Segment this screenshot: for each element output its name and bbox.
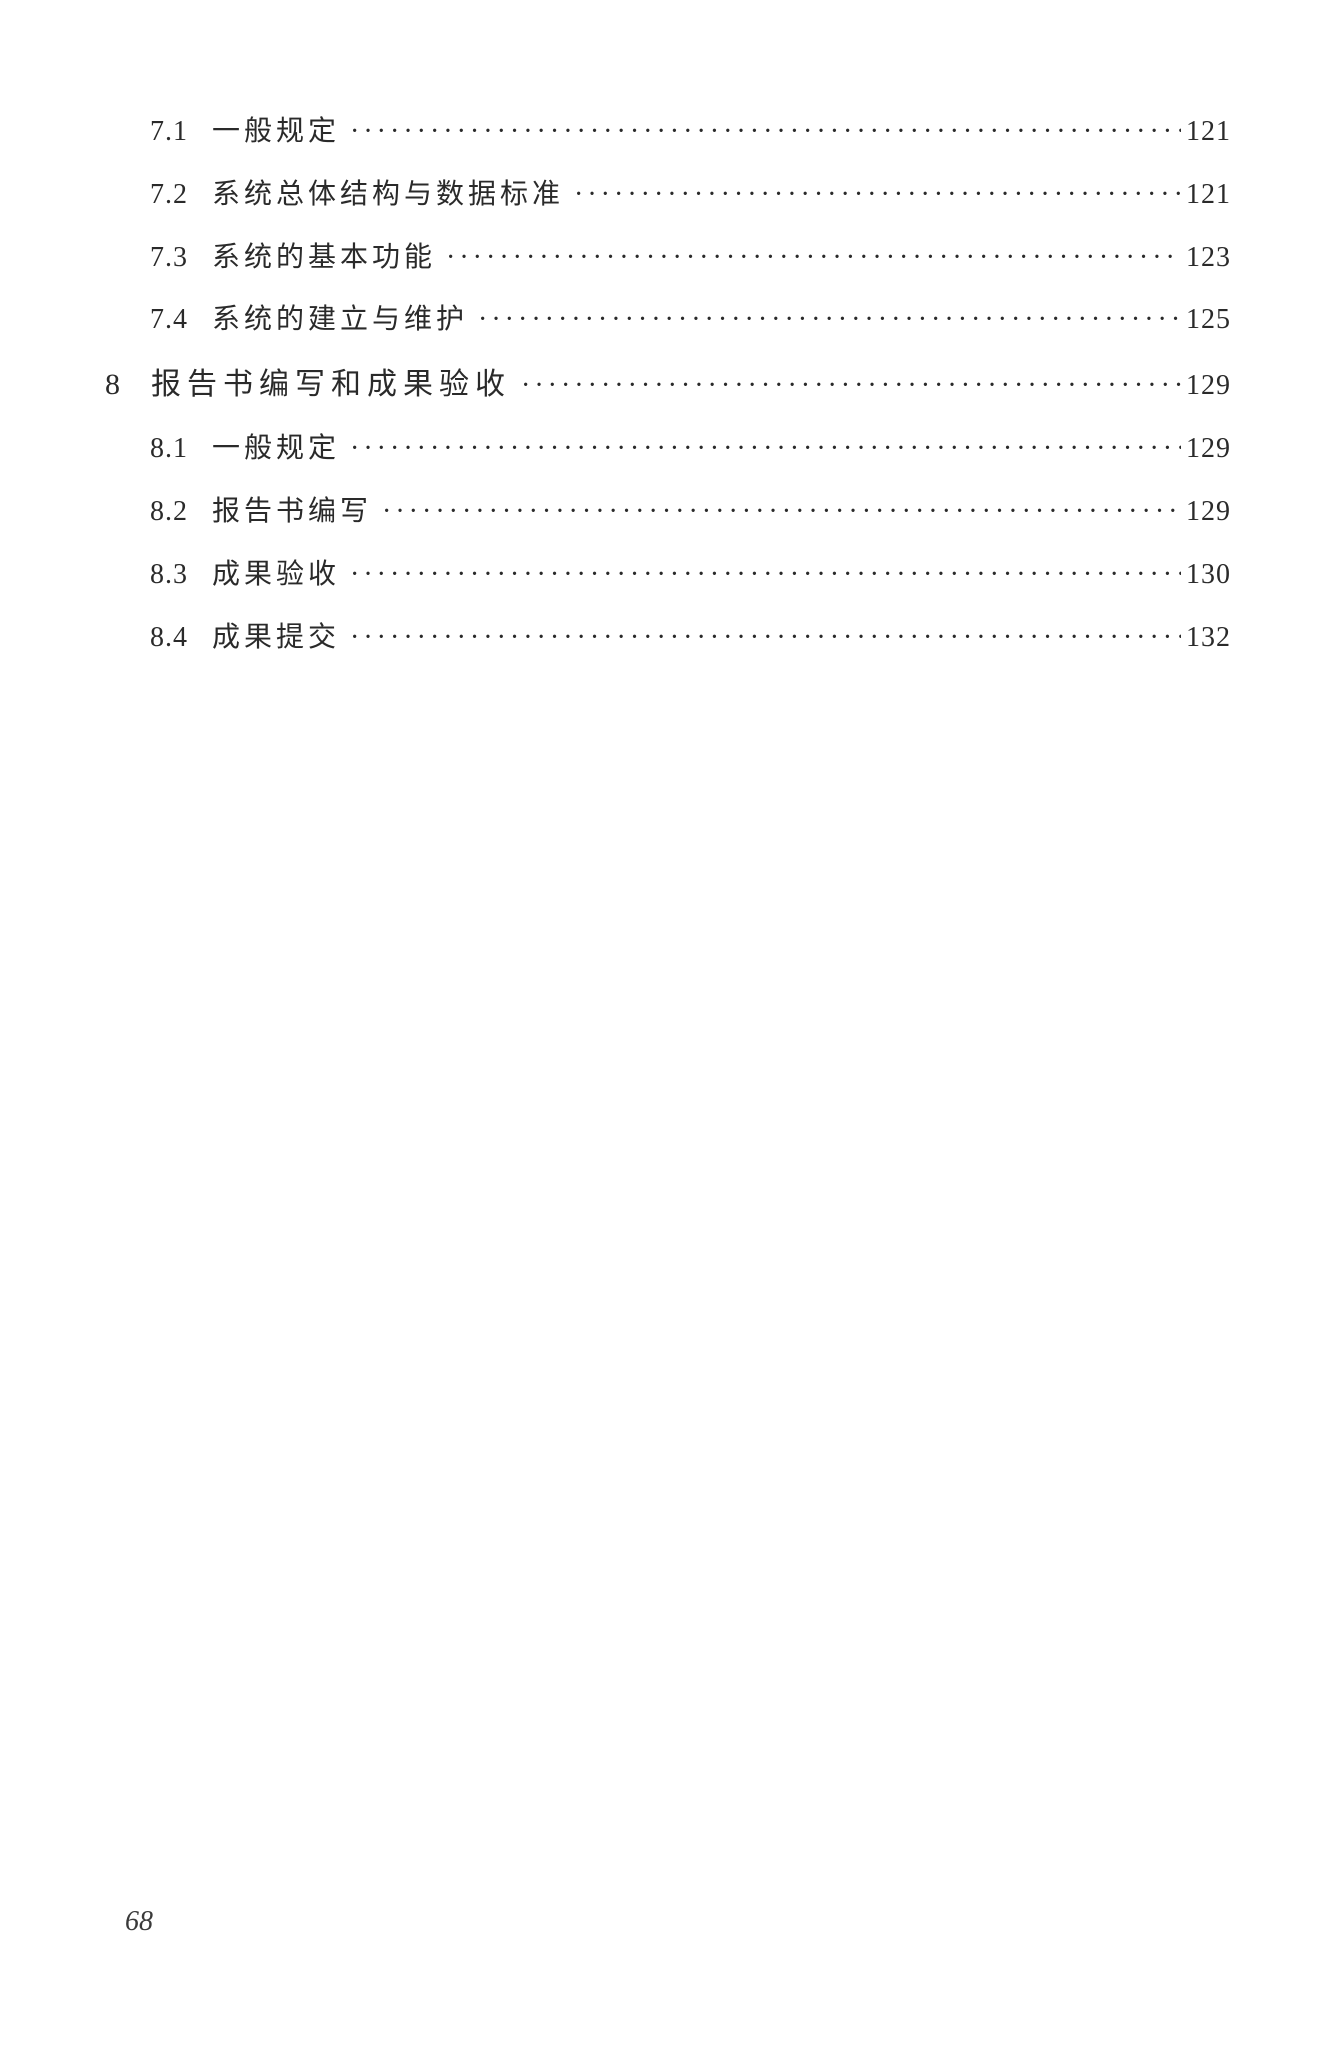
- section-number: 8.2: [150, 490, 188, 535]
- section-number: 7.3: [150, 236, 188, 281]
- section-number: 8: [105, 361, 121, 409]
- page-reference: 123: [1181, 236, 1231, 281]
- section-number: 8.3: [150, 553, 188, 598]
- leader-dots: [340, 110, 1181, 155]
- page-reference: 129: [1181, 364, 1231, 409]
- page-reference: 121: [1181, 173, 1231, 218]
- leader-dots: [340, 616, 1181, 661]
- section-title: 系统总体结构与数据标准: [212, 173, 564, 218]
- section-title: 成果提交: [212, 616, 340, 661]
- toc-entry: 7.1 一般规定 121: [100, 110, 1231, 155]
- leader-dots: [468, 298, 1181, 343]
- section-number: 7.4: [150, 298, 188, 343]
- toc-content: 7.1 一般规定 121 7.2 系统总体结构与数据标准 121 7.3 系统的基本功能 123…: [100, 110, 1231, 678]
- page-reference: 132: [1181, 616, 1231, 661]
- page-reference: 121: [1181, 110, 1231, 155]
- toc-entry: 8.1 一般规定 129: [100, 427, 1231, 472]
- toc-entry: 8.3 成果验收 130: [100, 553, 1231, 598]
- toc-entry: 8.2 报告书编写 129: [100, 490, 1231, 535]
- toc-entry: 7.3 系统的基本功能 123: [100, 236, 1231, 281]
- page-number: 68: [125, 1906, 153, 1937]
- section-number: 7.2: [150, 173, 188, 218]
- section-title: 成果验收: [212, 553, 340, 598]
- toc-entry: 8.4 成果提交 132: [100, 616, 1231, 661]
- section-title: 系统的建立与维护: [212, 298, 468, 343]
- toc-entry: 7.4 系统的建立与维护 125: [100, 298, 1231, 343]
- page-reference: 129: [1181, 427, 1231, 472]
- section-title: 报告书编写: [212, 490, 372, 535]
- section-title: 一般规定: [212, 427, 340, 472]
- section-title: 报告书编写和成果验收: [151, 361, 511, 409]
- page-footer: 68: [125, 1906, 153, 1938]
- leader-dots: [340, 427, 1181, 472]
- section-title: 一般规定: [212, 110, 340, 155]
- page-reference: 129: [1181, 490, 1231, 535]
- section-number: 8.1: [150, 427, 188, 472]
- leader-dots: [511, 364, 1181, 409]
- leader-dots: [564, 173, 1181, 218]
- leader-dots: [436, 236, 1181, 281]
- page-reference: 130: [1181, 553, 1231, 598]
- leader-dots: [340, 553, 1181, 598]
- toc-entry: 8 报告书编写和成果验收 129: [100, 361, 1231, 409]
- section-title: 系统的基本功能: [212, 236, 436, 281]
- toc-entry: 7.2 系统总体结构与数据标准 121: [100, 173, 1231, 218]
- section-number: 7.1: [150, 110, 188, 155]
- leader-dots: [372, 490, 1181, 535]
- section-number: 8.4: [150, 616, 188, 661]
- page-reference: 125: [1181, 298, 1231, 343]
